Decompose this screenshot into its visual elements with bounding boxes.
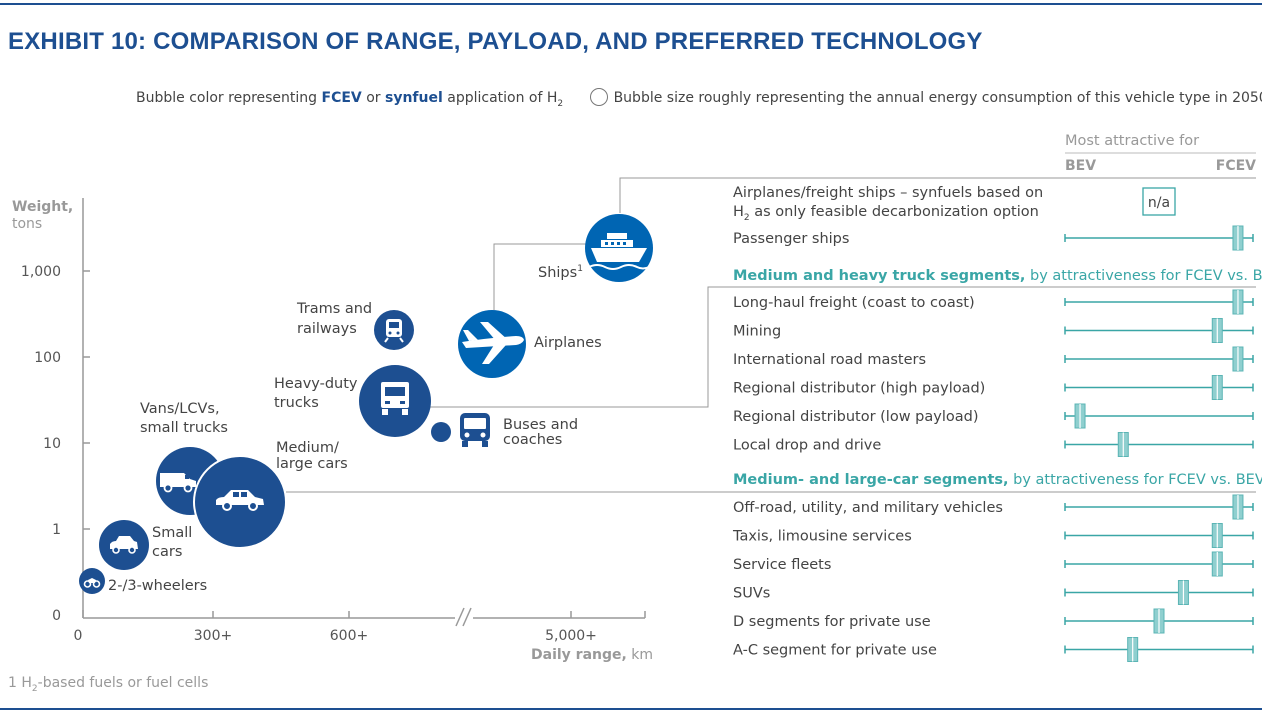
y-tick-label: 1,000 [21,264,61,280]
bubble [431,422,451,442]
row-label: Local drop and drive [733,438,881,454]
x-tick-label: 600+ [330,628,368,644]
bubble-2-3-wheelers [79,568,105,594]
bubble-heavy-duty-trucks [359,365,431,437]
scale-right-label: FCEV [1216,158,1256,174]
bubble-label: railways [297,321,357,337]
page-title: EXHIBIT 10: COMPARISON OF RANGE, PAYLOAD… [8,28,983,55]
row-label: International road masters [733,352,926,368]
bubble-buses [431,413,490,447]
bubble-small-cars [99,520,149,570]
row-label: Passenger ships [733,231,849,247]
bubble-label: Small [152,525,192,541]
x-tick-label: 0 [74,628,83,644]
na-label: n/a [1148,195,1170,211]
legend-color-suffix: application of H [447,90,558,106]
bottom-rule [0,708,1262,710]
group-heading-trucks: Medium and heavy truck segments, by attr… [733,268,1262,284]
bubble-label: Ships1 [538,264,583,281]
row-label: Off-road, utility, and military vehicles [733,500,1003,516]
bubble-label: Vans/LCVs, [140,401,220,417]
row-label: Long-haul freight (coast to coast) [733,295,975,311]
row-label: Regional distributor (high payload) [733,381,985,397]
bubble-label: coaches [503,432,562,448]
bubble-label: Airplanes [534,335,602,351]
bubble-ships [585,214,653,282]
y-axis-unit: tons [12,216,42,232]
y-tick-label: 100 [34,350,61,366]
legend-size-text: Bubble size roughly representing the ann… [613,90,1262,106]
row-label: H2 as only feasible decarbonization opti… [733,204,1039,223]
y-axis-label: Weight, [12,199,73,215]
attractiveness-rows: Passenger ships Long-haul freight (coast … [732,225,1254,662]
bubble-label: large cars [276,456,348,472]
legend-fcev: FCEV [321,90,362,106]
x-tick-label: 5,000+ [545,628,597,644]
bubble-label: Medium/ [276,440,339,456]
axis-ticks [83,270,646,618]
y-tick-label: 1 [52,522,61,538]
x-tick-label: 300+ [194,628,232,644]
group-heading-cars: Medium- and large-car segments, by attra… [733,472,1262,488]
bus-icon [460,413,490,447]
scale-left-label: BEV [1065,158,1096,174]
legend-or: or [366,90,381,106]
y-tick-label: 0 [52,608,61,624]
row-label: A-C segment for private use [733,643,937,659]
bubble-label: small trucks [140,420,228,436]
x-axis-label: Daily range, km [531,647,653,663]
na-box [1142,187,1176,216]
connector-lines [286,177,1256,493]
bubble-label: 2-/3-wheelers [108,578,207,594]
legend-subscript: 2 [557,98,564,109]
axis-break-icon [455,607,472,627]
row-label: SUVs [733,586,770,602]
bubble-label: cars [152,544,182,560]
row-label: D segments for private use [733,614,931,630]
row-label: Regional distributor (low payload) [733,409,979,425]
top-rule [0,3,1262,5]
row-label: Service fleets [733,557,831,573]
row-label: Taxis, limousine services [732,529,912,545]
footnote: 1 H2-based fuels or fuel cells [8,675,209,694]
bubble-label: Heavy-duty [274,376,358,392]
legend-color-prefix: Bubble color representing [136,90,318,106]
bubble-trams-railways [374,310,414,350]
legend-circle-icon [589,88,608,106]
bubble-medium-large-cars [193,455,287,549]
bubble-label: Trams and [296,301,372,317]
bubble-airplanes [458,310,526,378]
bubble-label: trucks [274,395,319,411]
row-label: Airplanes/freight ships – synfuels based… [733,185,1043,201]
legend-synfuel: synfuel [385,90,443,106]
row-label: Mining [733,324,781,340]
table-header: Most attractive for [1065,133,1199,149]
legend: Bubble color representing FCEV or synfue… [136,88,1262,109]
bubble-label: Buses and [503,417,578,433]
y-tick-label: 10 [43,436,61,452]
